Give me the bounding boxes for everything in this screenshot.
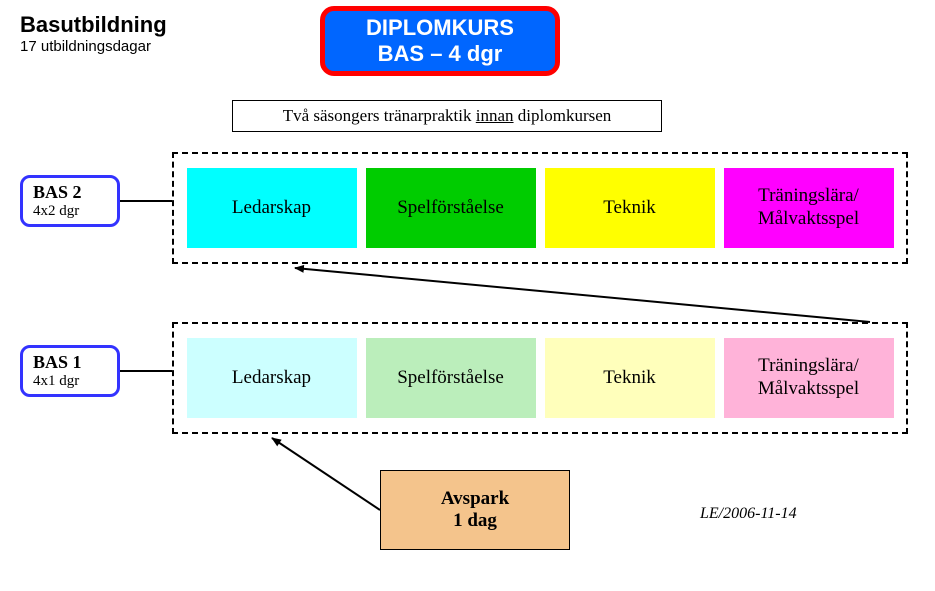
module-bas2-0: Ledarskap xyxy=(187,168,357,248)
level-label-bas1: BAS 14x1 dgr xyxy=(20,345,120,397)
level-connector-bas1 xyxy=(120,370,172,372)
page-subtitle: 17 utbildningsdagar xyxy=(20,38,167,55)
module-bas2-1: Spelförståelse xyxy=(366,168,536,248)
level-sub-bas2: 4x2 dgr xyxy=(33,203,117,220)
diplom-line1: DIPLOMKURS xyxy=(366,15,514,41)
practice-text-after: diplomkursen xyxy=(514,106,612,125)
avspark-box: Avspark 1 dag xyxy=(380,470,570,550)
level-group-bas1: LedarskapSpelförståelseTeknikTräningslär… xyxy=(172,322,908,434)
page-title: Basutbildning xyxy=(20,12,167,38)
practice-note: Två säsongers tränarpraktik innan diplom… xyxy=(232,100,662,132)
module-bas2-2: Teknik xyxy=(545,168,715,248)
avspark-line2: 1 dag xyxy=(453,510,497,532)
page-title-block: Basutbildning 17 utbildningsdagar xyxy=(20,12,167,55)
module-bas2-3: Träningslära/ Målvaktsspel xyxy=(724,168,894,248)
module-bas1-2: Teknik xyxy=(545,338,715,418)
footer-date: LE/2006-11-14 xyxy=(700,505,797,523)
level-title-bas1: BAS 1 xyxy=(33,352,117,373)
level-connector-bas2 xyxy=(120,200,172,202)
arrow-1 xyxy=(272,438,380,510)
level-group-bas2: LedarskapSpelförståelseTeknikTräningslär… xyxy=(172,152,908,264)
diplom-line2: BAS – 4 dgr xyxy=(378,41,503,67)
module-bas1-0: Ledarskap xyxy=(187,338,357,418)
diplom-box: DIPLOMKURS BAS – 4 dgr xyxy=(320,6,560,76)
level-label-bas2: BAS 24x2 dgr xyxy=(20,175,120,227)
practice-text-before: Två säsongers tränarpraktik xyxy=(283,106,476,125)
arrow-0 xyxy=(295,268,870,322)
level-title-bas2: BAS 2 xyxy=(33,182,117,203)
avspark-line1: Avspark xyxy=(441,488,509,510)
module-bas1-1: Spelförståelse xyxy=(366,338,536,418)
practice-text-underline: innan xyxy=(476,106,514,125)
level-sub-bas1: 4x1 dgr xyxy=(33,373,117,390)
module-bas1-3: Träningslära/ Målvaktsspel xyxy=(724,338,894,418)
